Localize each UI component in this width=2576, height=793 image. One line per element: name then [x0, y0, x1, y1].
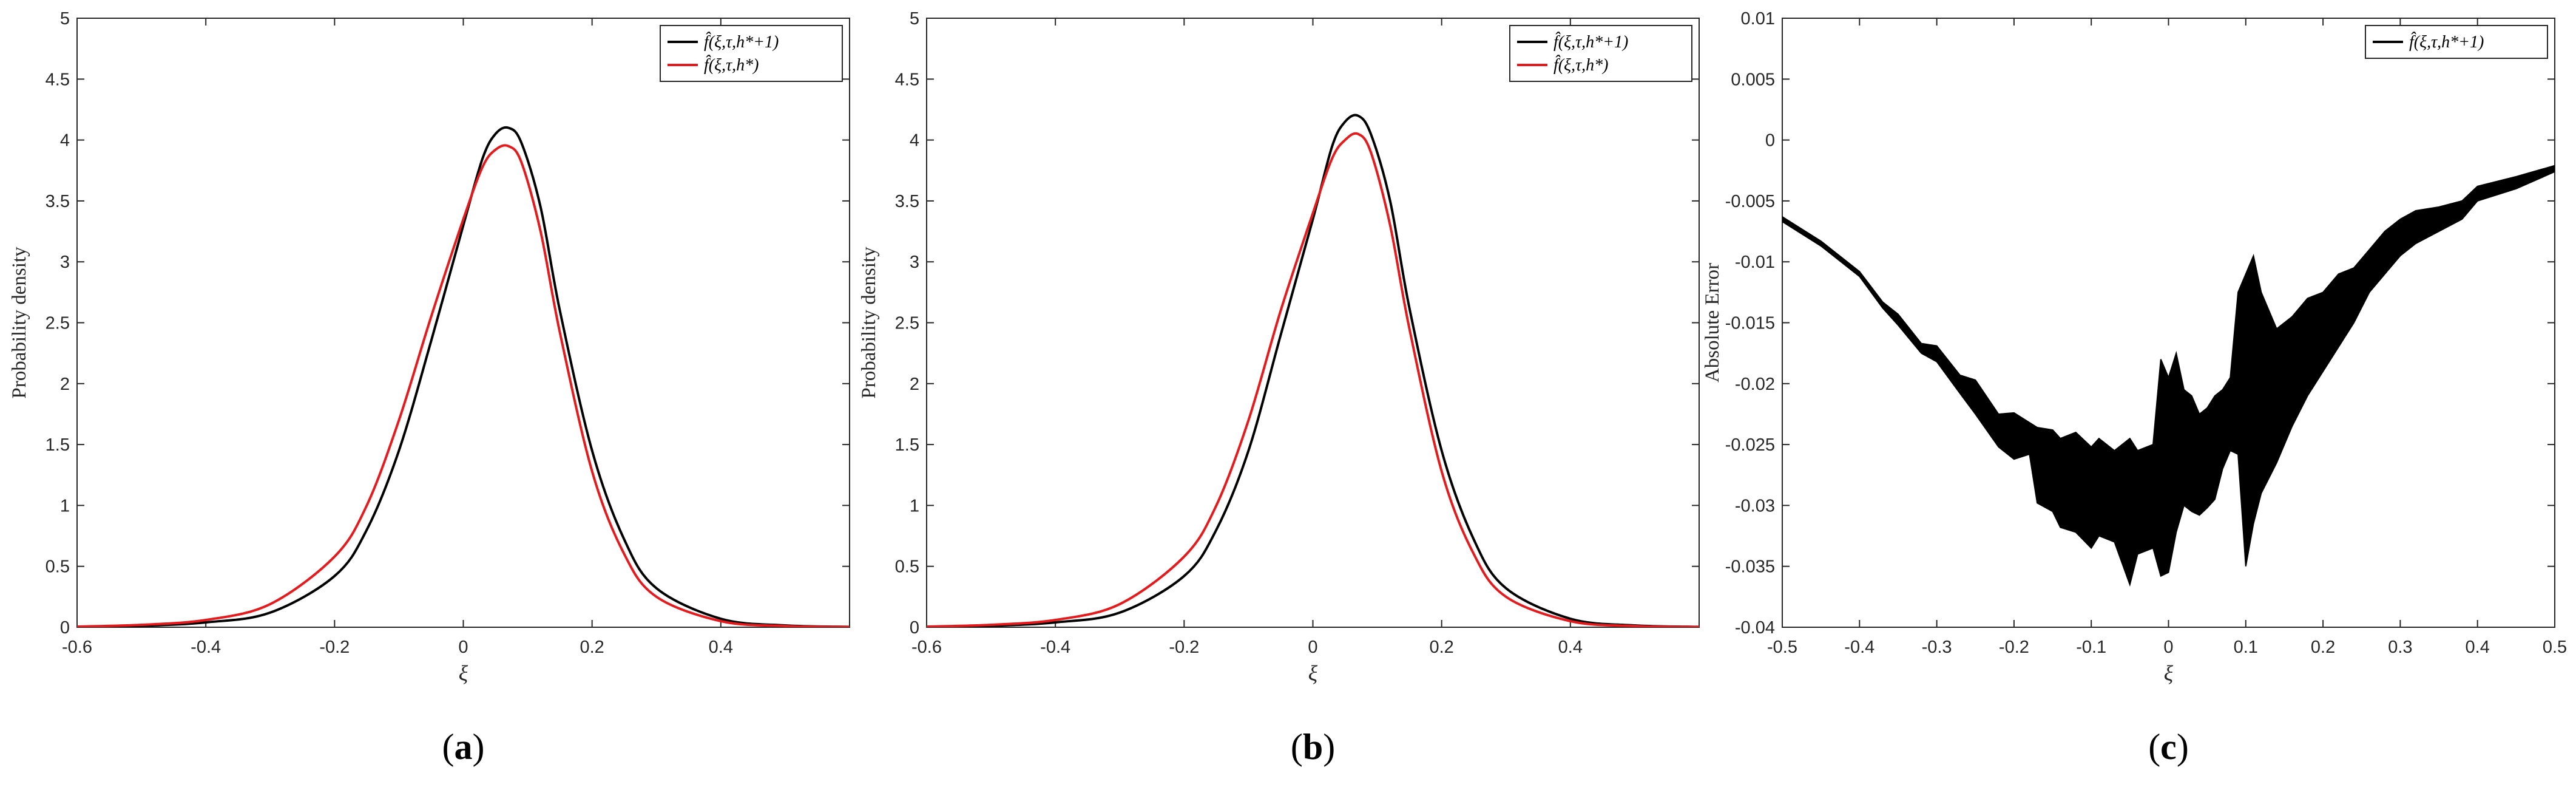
x-tick-label: 0.4	[2466, 638, 2490, 657]
x-tick-label: -0.4	[1844, 638, 1875, 657]
y-axis-label: Absolute Error	[1702, 263, 1723, 383]
series-line-0	[77, 126, 850, 627]
axes-frame	[926, 18, 1700, 628]
y-tick-label: 4.5	[46, 70, 70, 89]
x-tick-label: -0.6	[911, 638, 942, 657]
legend-entry: f̂(ξ,τ,h*+1)	[2409, 32, 2484, 52]
x-tick-label: 0	[2163, 638, 2173, 657]
y-tick-label: 0.01	[1741, 9, 1775, 29]
y-tick-label: 3	[60, 253, 70, 272]
caption-close: )	[2177, 727, 2189, 767]
y-tick-label: 2	[910, 375, 919, 394]
panel-caption: (b)	[1291, 727, 1335, 767]
x-tick-label: 0	[458, 638, 468, 657]
y-tick-label: 0	[910, 618, 919, 638]
y-tick-label: 0	[60, 618, 70, 638]
x-tick-label: -0.3	[1922, 638, 1952, 657]
axes-frame	[76, 18, 850, 628]
caption-open: (	[2148, 727, 2160, 767]
x-tick-label: -0.2	[1999, 638, 2029, 657]
legend-entry: f̂(ξ,τ,h*+1)	[704, 32, 779, 52]
x-tick-label: -0.6	[62, 638, 92, 657]
panel-a: -0.6 -0.4 -0.2 0 0.2 0.4 0 0.5 1 1.5 2 2.5 3 3.5 4 4.5 5…	[8, 9, 850, 767]
y-tick-label: 2.5	[895, 314, 919, 333]
x-tick-label: 0	[1308, 638, 1317, 657]
y-tick-label: -0.015	[1725, 314, 1775, 333]
legend: f̂(ξ,τ,h*+1) f̂(ξ,τ,h*)	[660, 25, 843, 82]
y-tick-label: 2	[60, 375, 70, 394]
x-tick-label: -0.1	[2076, 638, 2106, 657]
x-axis-label: ξ	[1308, 661, 1318, 686]
y-tick-label: -0.035	[1725, 557, 1775, 577]
legend-box	[1509, 25, 1692, 82]
x-tick-label: -0.2	[1169, 638, 1199, 657]
panel-b: -0.6 -0.4 -0.2 0 0.2 0.4 0 0.5 1 1.5 2 2.5 3 3.5 4 4.5 5…	[858, 9, 1700, 767]
x-tick-label: 0.5	[2543, 638, 2567, 657]
x-tick-label: 0.2	[1430, 638, 1454, 657]
caption-open: (	[442, 727, 455, 767]
legend: f̂(ξ,τ,h*+1) f̂(ξ,τ,h*)	[1509, 25, 1692, 82]
legend: f̂(ξ,τ,h*+1)	[2365, 25, 2548, 59]
y-tick-label: -0.02	[1735, 375, 1775, 394]
series-line-0	[927, 114, 1699, 627]
caption-close: )	[473, 727, 485, 767]
y-tick-label: 1	[60, 496, 70, 516]
series-line-1	[927, 132, 1699, 627]
y-tick-label: -0.025	[1725, 435, 1775, 455]
y-tick-label: 4.5	[895, 70, 919, 89]
x-tick-label: -0.2	[319, 638, 350, 657]
y-tick-label: 0	[1765, 131, 1775, 151]
y-tick-label: 2.5	[46, 314, 70, 333]
x-tick-label: 0.1	[2234, 638, 2258, 657]
panel-c: -0.5 -0.4 -0.3 -0.2 -0.1 0 0.1 0.2 0.3 0.4 0.5 -0.0…	[1702, 9, 2567, 767]
y-axis-label: Probability density	[8, 247, 30, 399]
legend-entry: f̂(ξ,τ,h*)	[704, 55, 759, 75]
series-line-1	[77, 144, 850, 627]
x-tick-label: 0.2	[580, 638, 604, 657]
x-axis-label: ξ	[459, 661, 468, 686]
y-tick-label: 1.5	[46, 435, 70, 455]
legend-entry: f̂(ξ,τ,h*)	[1553, 55, 1608, 75]
y-axis-label: Probability density	[858, 247, 880, 399]
caption-letter: c	[2160, 727, 2177, 767]
y-tick-label: -0.01	[1735, 253, 1775, 272]
caption-close: )	[1323, 727, 1335, 767]
panel-caption: (c)	[2148, 727, 2189, 767]
y-tick-label: -0.04	[1735, 618, 1775, 638]
y-tick-label: 4	[910, 131, 919, 151]
x-tick-label: -0.4	[191, 638, 221, 657]
y-tick-label: 1.5	[895, 435, 919, 455]
y-tick-label: 3	[910, 253, 919, 272]
legend-box	[660, 25, 843, 82]
x-tick-label: 0.4	[1558, 638, 1583, 657]
caption-open: (	[1291, 727, 1303, 767]
caption-letter: a	[455, 727, 473, 767]
y-tick-label: 3.5	[46, 192, 70, 211]
y-tick-label: 5	[60, 9, 70, 29]
x-tick-label: 0.4	[709, 638, 733, 657]
y-tick-label: 0.5	[46, 557, 70, 577]
y-tick-label: 0.5	[895, 557, 919, 577]
x-tick-label: 0.2	[2311, 638, 2335, 657]
legend-entry: f̂(ξ,τ,h*+1)	[1553, 32, 1628, 52]
x-tick-label: -0.5	[1767, 638, 1797, 657]
y-tick-label: 0.005	[1731, 70, 1775, 89]
caption-letter: b	[1303, 727, 1323, 767]
y-tick-label: 4	[60, 131, 70, 151]
error-band	[1782, 165, 2555, 587]
x-tick-label: -0.4	[1040, 638, 1070, 657]
y-tick-label: 3.5	[895, 192, 919, 211]
panel-caption: (a)	[442, 727, 485, 767]
y-tick-label: -0.03	[1735, 496, 1775, 516]
x-tick-label: 0.3	[2388, 638, 2412, 657]
y-tick-label: 5	[910, 9, 919, 29]
x-axis-label: ξ	[2164, 661, 2174, 686]
y-tick-label: -0.005	[1725, 192, 1775, 211]
series-line-0	[1782, 166, 2555, 519]
y-tick-label: 1	[910, 496, 919, 516]
